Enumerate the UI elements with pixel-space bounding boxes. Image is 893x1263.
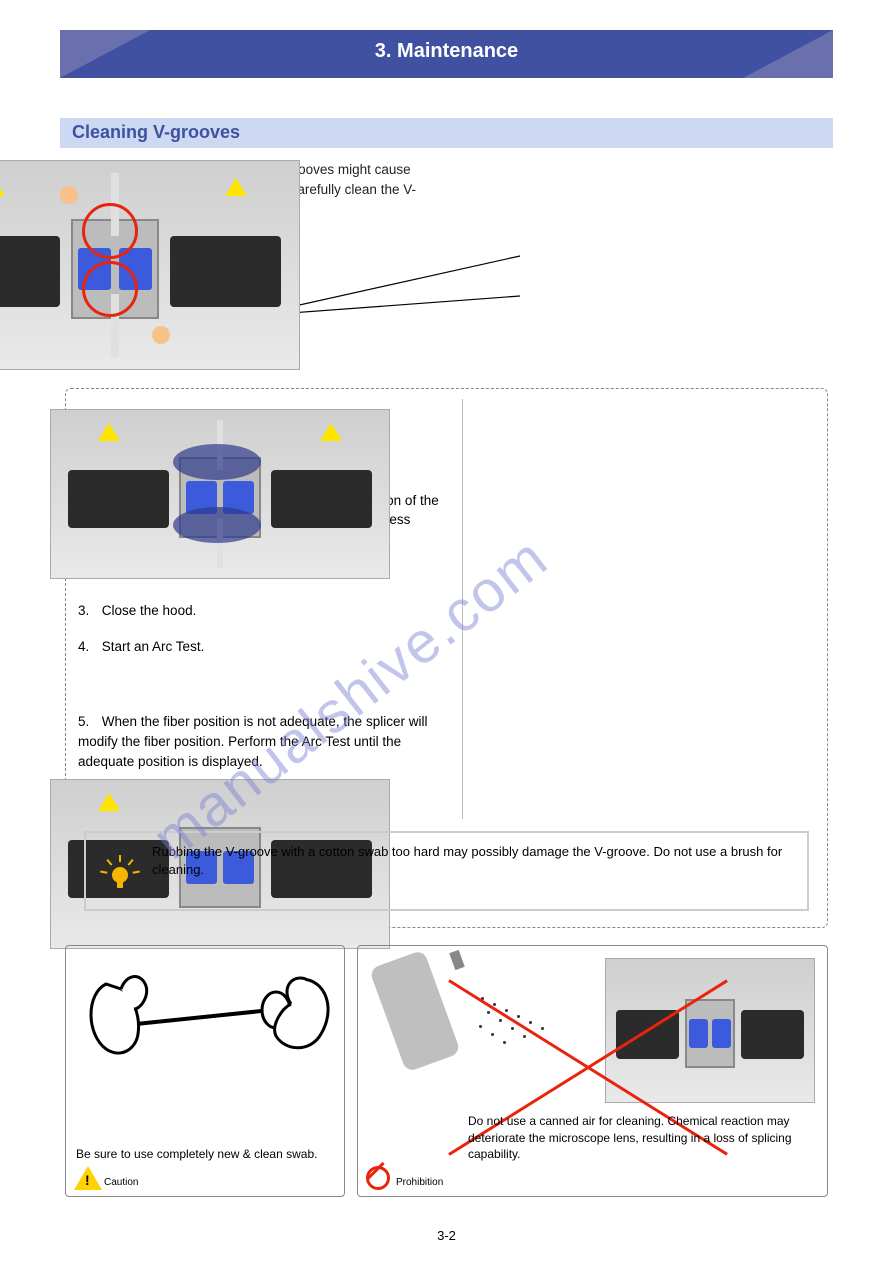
caution-label: Caution <box>104 1177 138 1188</box>
caution-icon: ! <box>74 1166 102 1190</box>
step-4: 4. Start an Arc Test. <box>78 637 448 657</box>
step-3: 3. Close the hood. <box>78 601 448 621</box>
section-heading: Cleaning V-grooves <box>60 118 833 148</box>
procedure-box: 1. Open the hood. 2. Brush the surface o… <box>65 388 828 928</box>
prohibition-label: Prohibition <box>396 1177 443 1188</box>
lightbulb-icon <box>100 853 140 893</box>
step-4-text: Start an Arc Test. <box>102 639 205 654</box>
step-3-number: 3. <box>78 601 98 621</box>
swab-hands-icon <box>76 954 336 1084</box>
step-5-number: 5. <box>78 712 98 732</box>
chapter-header-title: 3. Maintenance <box>0 40 893 63</box>
caution-text: Be sure to use completely new & clean sw… <box>76 1146 336 1162</box>
page-number: 3-2 <box>0 1228 893 1243</box>
step-3-text: Close the hood. <box>102 603 197 618</box>
tip-callout-box: Rubbing the V-groove with a cotton swab … <box>84 831 809 911</box>
procedure-divider <box>462 399 463 819</box>
prohibition-box: Do not use a canned air for cleaning. Ch… <box>357 945 828 1197</box>
vgroove-photo-main <box>0 160 300 370</box>
prohibition-text: Do not use a canned air for cleaning. Ch… <box>468 1113 817 1162</box>
tip-text: Rubbing the V-groove with a cotton swab … <box>152 844 782 877</box>
step-4-number: 4. <box>78 637 98 657</box>
procedure-photo-top <box>50 409 390 579</box>
caution-box: Be sure to use completely new & clean sw… <box>65 945 345 1197</box>
step-5: 5. When the fiber position is not adequa… <box>78 712 448 771</box>
step-5-text: When the fiber position is not adequate,… <box>78 714 427 768</box>
